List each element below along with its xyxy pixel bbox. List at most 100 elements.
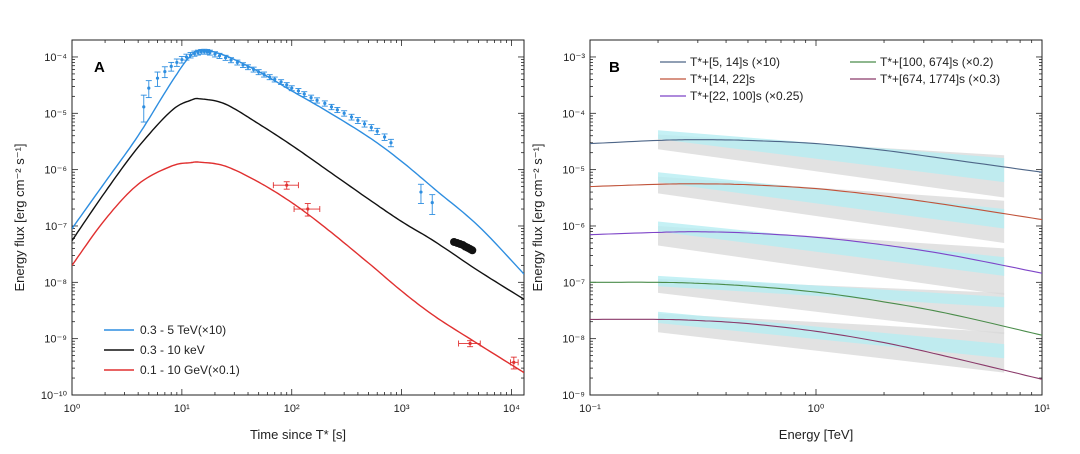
data-point bbox=[262, 72, 266, 77]
data-point bbox=[163, 69, 167, 74]
data-point bbox=[208, 50, 212, 55]
y-tick-label: 10⁻⁴ bbox=[562, 108, 585, 120]
y-axis-label: Energy flux [erg cm⁻² s⁻¹] bbox=[12, 143, 27, 291]
panel-b: 10⁻¹ 10⁰ 10¹ 10⁻⁹ 10⁻⁸ 10⁻⁷ 10⁻⁶ 10⁻⁵ 10⁻⁴ 10⁻³ En… bbox=[530, 39, 1050, 442]
data-point bbox=[296, 89, 301, 93]
data-point bbox=[202, 49, 206, 54]
data-point bbox=[382, 135, 387, 139]
data-point bbox=[302, 92, 306, 96]
data-point bbox=[268, 75, 272, 79]
y-tick-label: 10⁻⁸ bbox=[44, 277, 67, 289]
data-point bbox=[273, 77, 277, 81]
y-tick-label: 10⁻⁶ bbox=[562, 221, 585, 233]
data-point bbox=[188, 53, 193, 57]
data-point bbox=[285, 83, 289, 87]
data-point bbox=[369, 125, 373, 130]
legend-label: 0.3 - 10 keV bbox=[140, 343, 205, 357]
series-line-2 bbox=[590, 231, 1042, 274]
legend-label: 0.1 - 10 GeV(×0.1) bbox=[140, 363, 240, 377]
x-tick-label: 10³ bbox=[394, 403, 410, 415]
y-tick-label: 10⁻⁷ bbox=[563, 277, 585, 289]
data-point bbox=[169, 64, 173, 68]
data-point bbox=[290, 86, 294, 90]
x-axis-label: Time since T* [s] bbox=[250, 427, 346, 442]
y-tick-label: 10⁻⁹ bbox=[44, 334, 67, 346]
uncertainty-band-grey bbox=[658, 134, 1005, 198]
y-tick-label: 10⁻³ bbox=[563, 52, 585, 64]
uncertainty-band-cyan bbox=[658, 172, 1005, 229]
data-point bbox=[205, 50, 209, 54]
data-point bbox=[213, 52, 217, 56]
y-tick-label: 10⁻⁸ bbox=[562, 334, 585, 346]
data-point bbox=[223, 56, 228, 60]
data-point bbox=[512, 360, 516, 364]
data-point bbox=[349, 115, 354, 119]
data-point bbox=[375, 129, 379, 133]
data-point bbox=[229, 58, 233, 62]
x-axis-label: Energy [TeV] bbox=[779, 427, 853, 442]
panel-letter: A bbox=[94, 59, 105, 76]
data-point bbox=[329, 105, 334, 109]
data-point bbox=[285, 183, 289, 187]
panel-letter: B bbox=[609, 59, 620, 76]
data-point bbox=[257, 70, 261, 74]
series-line-1 bbox=[72, 97, 524, 300]
data-point bbox=[356, 118, 360, 122]
x-tick-label: 10¹ bbox=[1034, 403, 1050, 415]
legend-box bbox=[95, 315, 277, 383]
data-point bbox=[315, 98, 319, 102]
data-point bbox=[468, 246, 477, 255]
data-point bbox=[419, 190, 423, 194]
data-point bbox=[279, 80, 283, 84]
legend-label: T*+[14, 22]s bbox=[690, 72, 755, 86]
legend: T*+[5, 14]s (×10) T*+[14, 22]s T*+[22, 100… bbox=[660, 55, 1000, 103]
panel-a: 10⁰ 10¹ 10² 10³ 10⁴ 10⁻¹⁰ 10⁻⁹ 10⁻⁸ 10⁻⁷ 10⁻⁶ 10⁻⁵… bbox=[12, 39, 525, 442]
data-point bbox=[362, 122, 367, 126]
uncertainty-band-cyan bbox=[658, 130, 1005, 183]
y-tick-label: 10⁻⁹ bbox=[562, 390, 585, 402]
data-point bbox=[430, 201, 434, 205]
data-point bbox=[306, 207, 310, 211]
legend-label: T*+[100, 674]s (×0.2) bbox=[880, 55, 993, 69]
data-point bbox=[180, 57, 184, 62]
data-point bbox=[142, 105, 146, 109]
series-line-0 bbox=[590, 139, 1042, 173]
uncertainty-band-cyan bbox=[658, 275, 1005, 308]
legend-label: T*+[22, 100]s (×0.25) bbox=[690, 89, 803, 103]
x-tick-label: 10² bbox=[284, 403, 300, 415]
legend-label: T*+[5, 14]s (×10) bbox=[690, 55, 780, 69]
y-axis-label: Energy flux [erg cm⁻² s⁻¹] bbox=[530, 143, 545, 291]
plot-area bbox=[590, 130, 1042, 380]
legend-label: T*+[674, 1774]s (×0.3) bbox=[880, 72, 1000, 86]
axes-box bbox=[71, 39, 525, 396]
data-point bbox=[309, 95, 313, 100]
y-tick-label: 10⁻⁴ bbox=[44, 52, 67, 64]
data-point bbox=[342, 111, 346, 115]
data-point bbox=[155, 76, 160, 80]
data-point bbox=[241, 63, 245, 67]
series-line-2 bbox=[72, 161, 524, 374]
uncertainty-band-grey bbox=[658, 225, 1005, 295]
data-point bbox=[252, 67, 256, 72]
plot-area bbox=[72, 48, 524, 374]
legend: 0.3 - 5 TeV(×10) 0.3 - 10 keV 0.1 - 10 GeV… bbox=[95, 315, 277, 383]
y-tick-label: 10⁻⁶ bbox=[44, 165, 67, 177]
series-line-3 bbox=[590, 281, 1042, 336]
data-point bbox=[217, 54, 222, 58]
data-point bbox=[335, 108, 339, 112]
x-tick-label: 10¹ bbox=[174, 403, 190, 415]
data-point bbox=[184, 55, 189, 59]
data-point bbox=[468, 341, 472, 346]
x-tick-label: 10⁰ bbox=[64, 403, 81, 415]
y-tick-label: 10⁻⁵ bbox=[44, 108, 67, 120]
data-point bbox=[389, 141, 393, 145]
x-tick-label: 10⁴ bbox=[503, 403, 520, 415]
uncertainty-band-cyan bbox=[658, 221, 1005, 276]
data-point bbox=[147, 86, 151, 90]
series-line-1 bbox=[590, 183, 1042, 221]
data-point bbox=[246, 65, 250, 69]
legend-label: 0.3 - 5 TeV(×10) bbox=[140, 323, 226, 337]
y-tick-label: 10⁻⁷ bbox=[45, 221, 67, 233]
